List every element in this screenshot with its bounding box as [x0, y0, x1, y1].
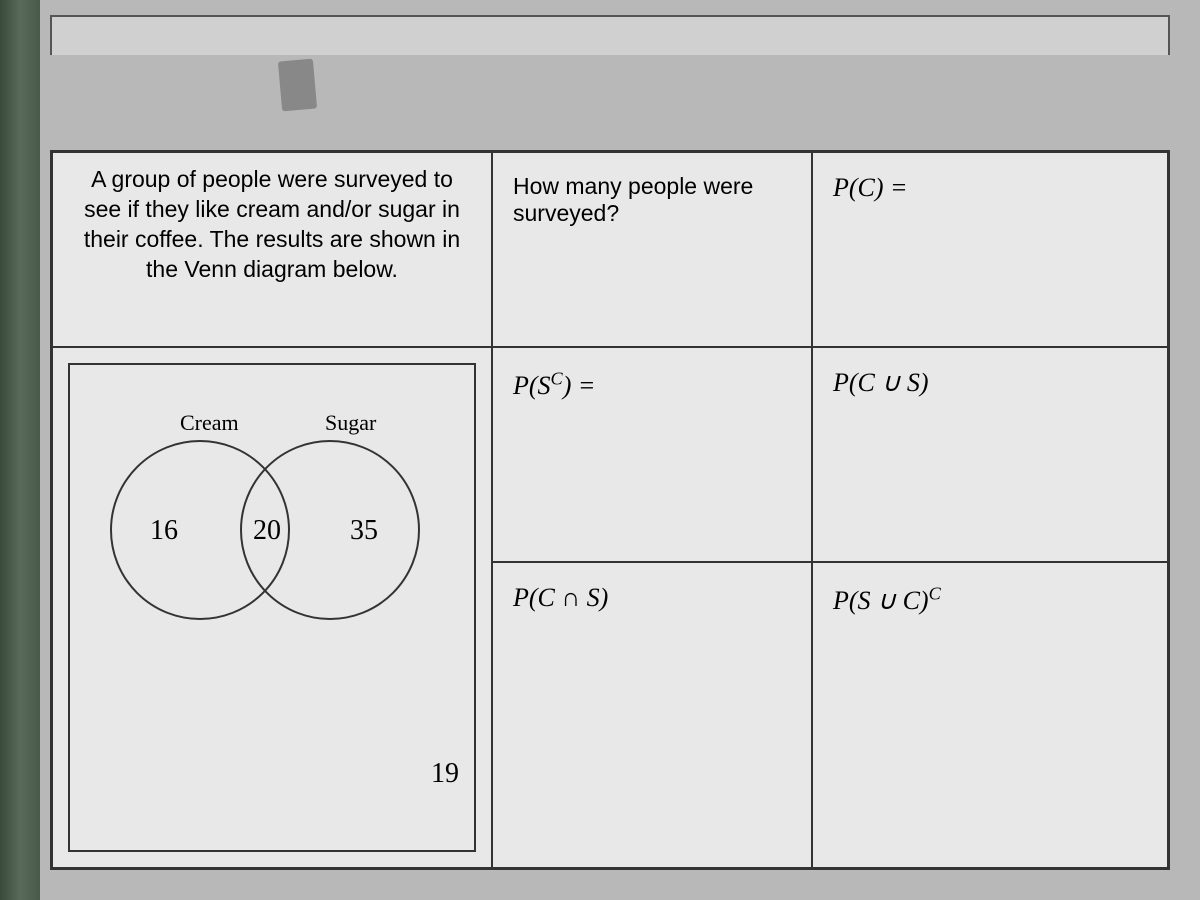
venn-value-neither: 19	[431, 758, 459, 790]
binder-clip	[278, 59, 317, 112]
question-psc-label: P(SC) =	[513, 371, 595, 400]
question-surveyed-cell: How many people were surveyed?	[492, 152, 812, 347]
problem-text: A group of people were surveyed to see i…	[84, 166, 460, 282]
spiral-binding	[0, 0, 40, 900]
question-surveyed-text: How many people were surveyed?	[513, 173, 753, 226]
question-psc-cell: P(SC) =	[492, 347, 812, 562]
venn-value-sugar-only: 35	[350, 515, 378, 547]
venn-value-intersection: 20	[253, 515, 281, 547]
venn-container: Cream Sugar 16 20 35 19	[68, 363, 476, 852]
question-pcus-label: P(C ∪ S)	[833, 368, 929, 397]
venn-label-sugar: Sugar	[325, 410, 376, 436]
venn-value-cream-only: 16	[150, 515, 178, 547]
question-pcns-label: P(C ∩ S)	[513, 583, 608, 612]
top-page-edge	[50, 15, 1170, 55]
question-pcus-cell: P(C ∪ S)	[812, 347, 1168, 562]
question-psucc-label: P(S ∪ C)C	[833, 586, 941, 615]
problem-statement-cell: A group of people were surveyed to see i…	[52, 152, 492, 347]
question-pc-cell: P(C) =	[812, 152, 1168, 347]
question-pcns-cell: P(C ∩ S)	[492, 562, 812, 868]
venn-diagram-cell: Cream Sugar 16 20 35 19	[52, 347, 492, 868]
question-psucc-cell: P(S ∪ C)C	[812, 562, 1168, 868]
worksheet-grid: A group of people were surveyed to see i…	[50, 150, 1170, 870]
venn-label-cream: Cream	[180, 410, 239, 436]
question-pc-label: P(C) =	[833, 173, 908, 202]
